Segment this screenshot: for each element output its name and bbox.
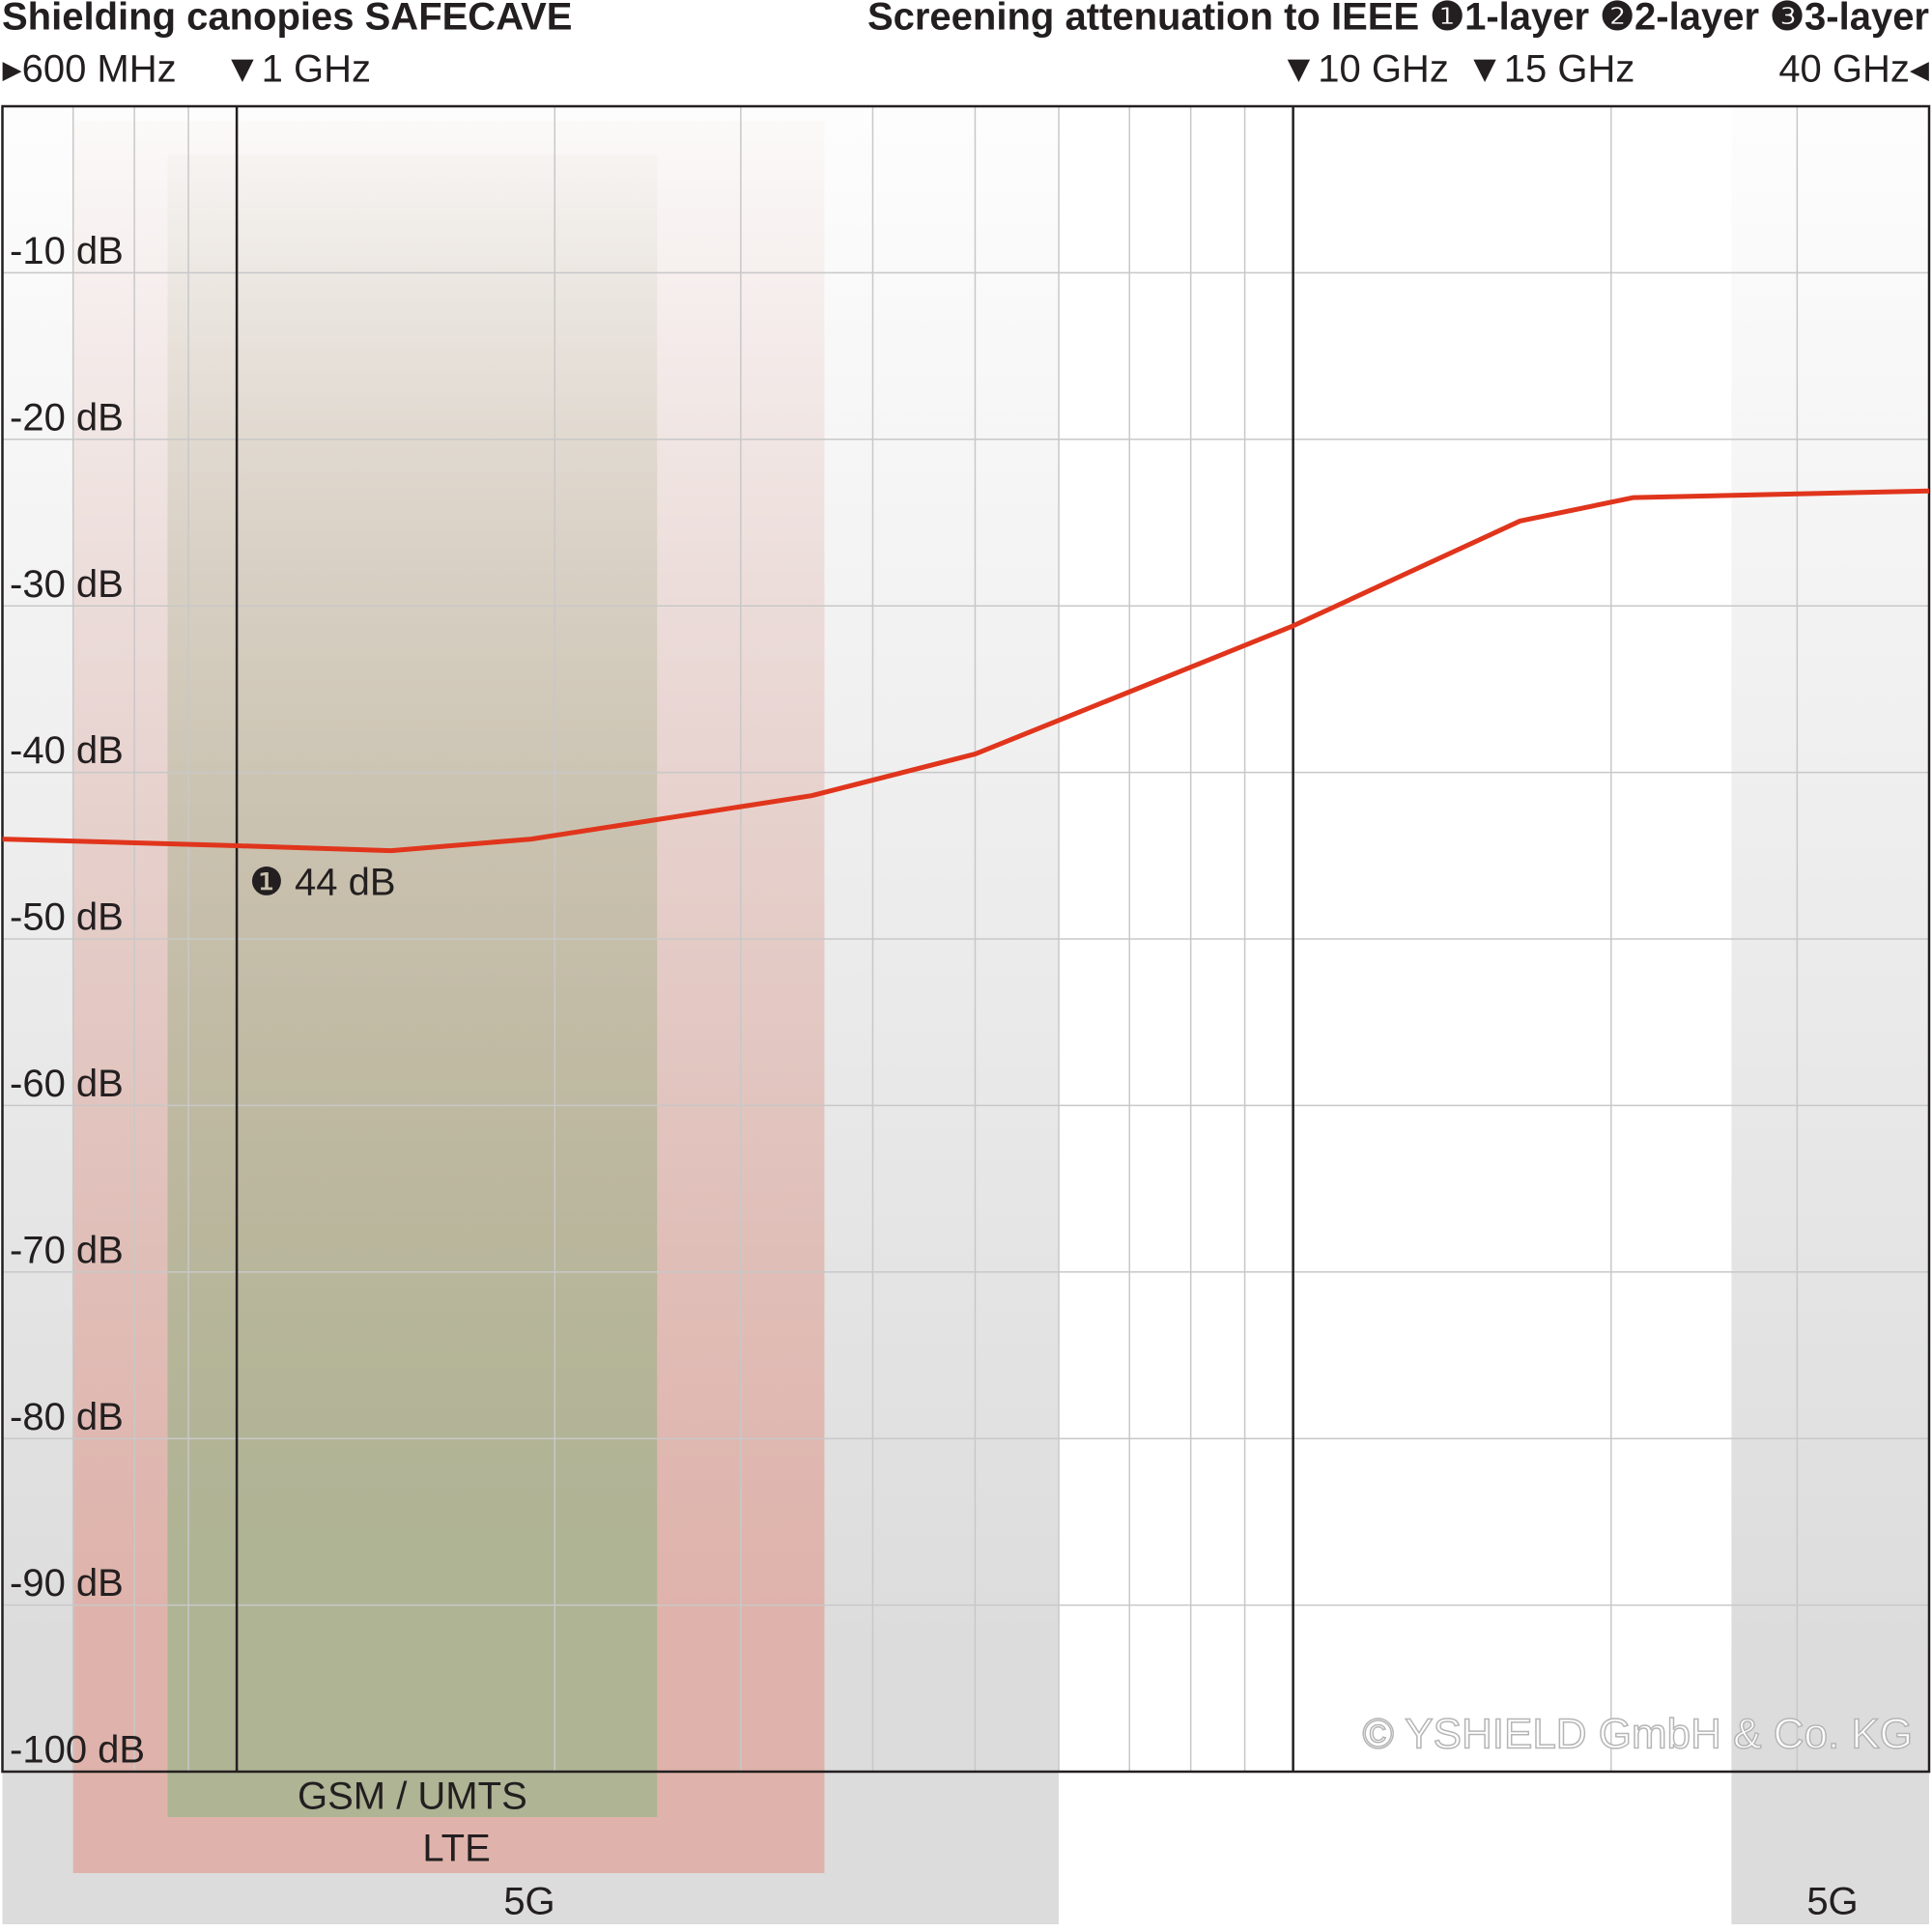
band-label: GSM / UMTS (298, 1776, 527, 1818)
annotation: ❶ 44 dB (249, 862, 396, 904)
x-tick-label: ▼10 GHz (1280, 48, 1449, 91)
copyright: © YSHIELD GmbH & Co. KG (1362, 1711, 1913, 1758)
x-tick-label: ▸600 MHz (3, 48, 177, 91)
x-tick-label: ▼1 GHz (223, 48, 371, 91)
y-tick-label: -100 dB (10, 1729, 145, 1772)
plot-frame (1, 104, 1931, 1774)
y-tick-label: -70 dB (10, 1229, 124, 1271)
band-label: 5G (1806, 1881, 1858, 1923)
y-tick-label: -30 dB (10, 563, 124, 606)
band-label: 5G (503, 1881, 554, 1923)
y-tick-label: -10 dB (10, 230, 124, 272)
y-tick-label: -20 dB (10, 396, 124, 439)
y-tick-label: -80 dB (10, 1396, 124, 1438)
band (167, 155, 658, 1817)
band (1731, 106, 1929, 1924)
y-tick-label: -50 dB (10, 896, 124, 939)
band-label: LTE (422, 1828, 490, 1870)
y-tick-label: -60 dB (10, 1063, 124, 1105)
x-tick-label: ▼15 GHz (1465, 48, 1634, 91)
y-tick-label: -90 dB (10, 1562, 124, 1605)
chart-subtitle: Screening attenuation to IEEE ❶1-layer ❷… (867, 0, 1929, 39)
data-line (2, 488, 1930, 854)
x-tick-label: 40 GHz◂ (1778, 48, 1929, 91)
chart-title: Shielding canopies SAFECAVE (2, 0, 572, 39)
y-tick-label: -40 dB (10, 729, 124, 772)
